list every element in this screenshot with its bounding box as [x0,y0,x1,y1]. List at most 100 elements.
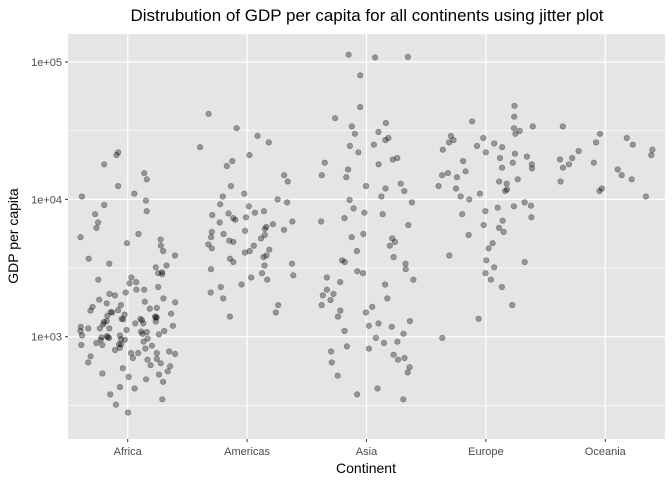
data-point-africa [141,170,148,177]
data-point-africa [157,242,164,249]
data-point-americas [226,237,233,244]
data-point-africa [97,336,104,343]
data-point-asia [327,296,334,304]
data-point-africa [161,327,168,335]
data-point-americas [241,249,249,256]
data-point-africa [93,339,100,347]
data-point-africa [113,152,120,159]
data-point-asia [408,199,416,206]
data-point-asia [374,385,381,392]
data-point-asia [372,334,380,342]
data-point-asia [354,391,361,398]
data-point-americas [261,225,268,232]
data-point-africa [171,252,179,259]
data-point-europe [462,168,469,175]
data-point-asia [341,215,348,222]
data-point-asia [351,130,359,137]
data-point-americas [207,266,215,273]
data-point-africa [163,262,170,269]
data-point-asia [343,343,351,350]
data-point-oceania [556,156,564,163]
data-point-africa [95,276,102,283]
data-point-africa [115,341,123,348]
data-point-asia [375,128,382,135]
data-point-europe [473,142,481,149]
data-point-asia [404,369,411,376]
data-point-africa [119,365,126,372]
data-point-europe [459,211,466,218]
data-point-americas [230,238,237,245]
data-point-asia [394,356,402,363]
data-point-africa [143,376,150,383]
data-point-americas [289,218,296,225]
data-point-americas [284,178,291,185]
data-point-europe [446,139,453,146]
data-point-asia [353,248,361,255]
data-point-africa [140,338,147,345]
data-point-africa [164,368,171,375]
data-point-europe [476,190,484,197]
data-point-europe [453,174,461,181]
data-point-asia [385,134,392,142]
data-point-asia [406,318,414,325]
data-point-americas [220,295,227,302]
data-point-africa [168,310,175,317]
data-point-asia [382,119,390,127]
data-point-americas [217,201,224,208]
data-point-europe [446,252,453,259]
data-point-africa [155,283,162,291]
data-point-asia [359,270,367,277]
data-point-americas [272,309,279,316]
data-point-americas [226,313,233,320]
data-point-europe [457,193,464,200]
data-point-europe [489,240,496,247]
data-point-americas [251,209,258,216]
data-point-africa [103,300,110,307]
data-point-africa [120,316,127,323]
data-point-africa [147,362,154,369]
data-point-asia [400,330,407,337]
data-point-africa [152,314,159,321]
data-point-asia [337,307,344,314]
data-point-africa [142,197,149,204]
data-point-europe [439,172,446,179]
data-point-americas [269,221,277,228]
data-point-africa [96,296,103,303]
x-tick-label-africa: Africa [114,446,143,458]
data-point-asia [400,396,407,403]
data-point-oceania [628,176,635,183]
data-point-europe [527,202,535,209]
data-point-asia [365,322,373,329]
data-point-asia [389,235,396,242]
data-point-asia [345,51,352,58]
data-point-asia [346,196,353,204]
data-point-europe [465,231,472,239]
x-tick-label-asia: Asia [356,446,378,458]
data-point-africa [116,384,123,391]
data-point-europe [435,183,442,190]
data-point-asia [318,218,325,225]
data-point-americas [220,230,227,238]
data-point-europe [469,118,476,125]
data-point-americas [266,246,273,253]
data-point-asia [323,286,331,293]
data-point-americas [250,242,257,249]
data-point-africa [153,355,160,363]
data-point-africa [155,371,163,378]
data-point-americas [260,254,267,261]
data-point-africa [153,304,160,312]
data-point-asia [341,258,348,266]
data-point-asia [341,327,348,335]
data-point-asia [380,339,388,347]
data-point-asia [382,185,389,192]
data-point-africa [152,264,159,271]
data-point-americas [209,211,216,219]
data-point-asia [379,211,386,218]
data-point-europe [529,123,536,130]
data-point-americas [290,272,297,279]
data-point-americas [265,139,272,146]
data-point-americas [226,255,234,262]
data-point-asia [378,193,385,200]
data-point-asia [401,354,408,362]
